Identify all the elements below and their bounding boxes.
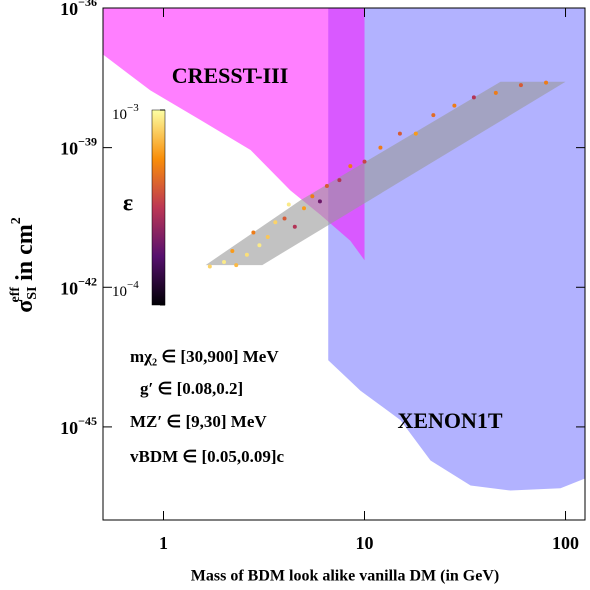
point	[251, 230, 256, 235]
point	[452, 103, 457, 108]
annotation: mχ₂ ∈ [30,900] MeV	[130, 347, 279, 366]
colorbar-tick-label: 10−3	[112, 102, 139, 124]
point	[397, 131, 402, 136]
point	[257, 243, 262, 248]
point	[292, 224, 297, 229]
y-label-part: in cm	[12, 224, 38, 287]
point	[413, 131, 418, 136]
y-axis-label: σSIeff in cm2	[8, 217, 40, 313]
x-tick-label: 10	[356, 533, 374, 553]
point	[337, 178, 342, 183]
y-label-part: σ	[12, 300, 38, 313]
point	[518, 83, 523, 88]
point	[273, 220, 278, 225]
point	[493, 90, 498, 95]
region-label: CRESST-III	[172, 63, 289, 88]
annotation: vBDM ∈ [0.05,0.09]c	[130, 447, 285, 466]
x-tick-label: 1	[159, 533, 168, 553]
point	[265, 235, 270, 240]
point	[207, 264, 212, 269]
y-label-part: 2	[9, 217, 24, 224]
region-label: XENON1T	[397, 408, 502, 433]
point	[310, 194, 315, 199]
point	[244, 252, 249, 257]
colorbar	[151, 109, 166, 306]
point	[282, 216, 287, 221]
point	[234, 263, 239, 268]
point	[302, 206, 307, 211]
point	[431, 113, 436, 118]
point	[471, 95, 476, 100]
point	[378, 145, 383, 150]
colorbar-tick-label: 10−4	[112, 279, 139, 301]
point	[230, 249, 235, 254]
point	[222, 259, 227, 264]
x-tick-label: 100	[552, 533, 579, 553]
y-tick-label: 10−36	[60, 0, 97, 19]
point	[324, 183, 329, 188]
annotation: g′ ∈ [0.08,0.2]	[140, 379, 243, 398]
region	[328, 8, 585, 491]
point	[317, 199, 322, 204]
point	[544, 80, 549, 85]
annotation: MZ′ ∈ [9,30] MeV	[130, 412, 267, 431]
point	[348, 164, 353, 169]
y-tick-label: 10−45	[60, 414, 97, 438]
plot-frame	[102, 7, 586, 521]
point	[362, 159, 367, 164]
colorbar-label: ε	[123, 191, 133, 217]
y-label-part: eff	[8, 287, 23, 303]
y-tick-label: 10−42	[60, 274, 97, 298]
y-tick-label: 10−39	[60, 134, 97, 158]
region	[103, 8, 365, 261]
point	[286, 202, 291, 207]
region	[205, 81, 566, 266]
x-axis-label: Mass of BDM look alike vanilla DM (in Ge…	[191, 568, 499, 585]
y-label-part: SI	[25, 286, 40, 299]
